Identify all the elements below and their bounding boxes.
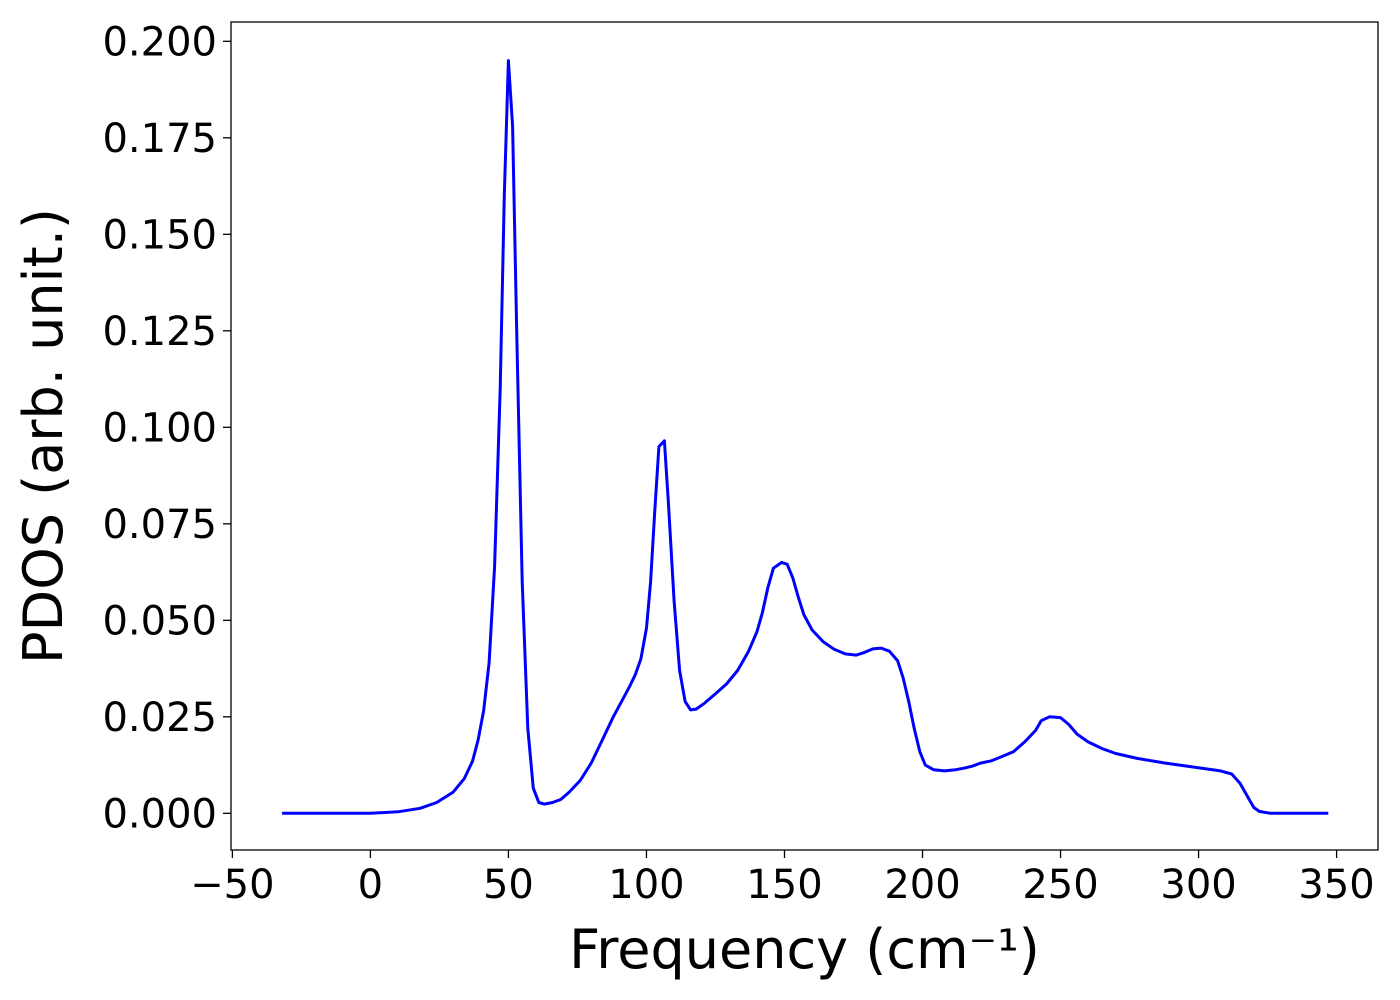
x-tick-label: 150 <box>746 862 822 908</box>
y-tick-label: 0.175 <box>102 116 217 162</box>
series-line <box>282 59 1329 815</box>
y-tick-label: 0.075 <box>102 502 217 548</box>
x-tick-label: 0 <box>358 862 383 908</box>
y-tick-label: 0.150 <box>102 212 217 258</box>
y-tick-label: 0.050 <box>102 598 217 644</box>
y-tick-label: 0.025 <box>102 695 217 741</box>
x-tick-label: 100 <box>608 862 684 908</box>
x-tick-label: −50 <box>190 862 274 908</box>
plot-frame <box>230 21 1379 851</box>
y-axis-label: PDOS (arb. unit.) <box>12 208 75 664</box>
x-tick-label: 350 <box>1298 862 1374 908</box>
x-tick-label: 200 <box>884 862 960 908</box>
y-tick-label: 0.125 <box>102 309 217 355</box>
x-tick-label: 300 <box>1160 862 1236 908</box>
y-tick-label: 0.200 <box>102 19 217 65</box>
x-axis: −50 0 50 100 150 200 250 300 350 <box>190 850 1375 908</box>
x-tick-label: 50 <box>483 862 534 908</box>
x-tick-label: 250 <box>1022 862 1098 908</box>
y-tick-label: 0.000 <box>102 791 217 837</box>
y-axis: 0.000 0.025 0.050 0.075 0.100 0.125 0.150 0.175… <box>102 19 231 837</box>
y-tick-label: 0.100 <box>102 405 217 451</box>
plot-area: −50 0 50 100 150 200 250 300 350 0.000 0.025 0.050… <box>102 19 1379 908</box>
x-axis-label: Frequency (cm⁻¹) <box>569 918 1040 981</box>
